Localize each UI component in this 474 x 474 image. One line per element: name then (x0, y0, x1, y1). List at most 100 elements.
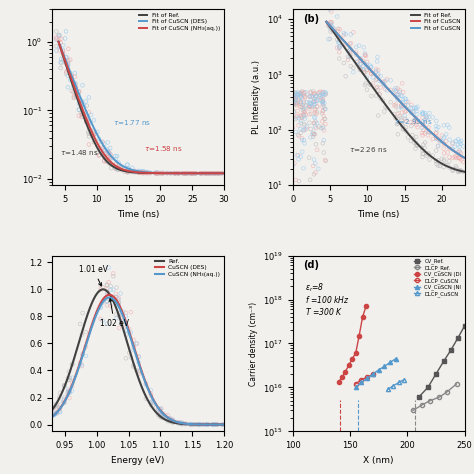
Point (302, 102, 310, 109)
Point (80, 109, 88, 117)
Point (300, 105, 307, 112)
Line: Fit of Ref.: Fit of Ref. (326, 22, 465, 172)
Point (294, 99, 301, 107)
Point (205, 169, 212, 177)
Fit of CuSCN (368, 68, 374, 74)
Point (398, 101, 405, 109)
Point (82, 117, 90, 124)
Point (313, 97, 321, 105)
Point (63, 68, 70, 75)
Point (419, 141, 427, 148)
Point (72, 84, 79, 91)
Point (354, 58, 361, 66)
Point (394, 85, 402, 92)
Point (171, 169, 179, 177)
Point (59, 50, 67, 58)
Point (123, 331, 130, 338)
CV_CuSCN (DI (360, 314, 365, 320)
Point (366, 67, 374, 74)
Ref. (221, 422, 227, 428)
Point (392, 102, 400, 110)
Point (312, 125, 320, 132)
Point (379, 97, 387, 104)
CV_CuSCN (DI (339, 374, 345, 380)
Point (179, 169, 187, 177)
Point (153, 169, 160, 177)
Point (297, 97, 304, 105)
Point (93, 128, 101, 136)
Point (414, 103, 421, 110)
Point (186, 420, 194, 428)
Point (401, 108, 409, 116)
Point (61, 399, 68, 407)
Point (320, 127, 328, 134)
Point (413, 110, 421, 118)
Ref. (143, 392, 148, 398)
Fit of CuSCN (DES) (75, 90, 81, 95)
DLCP_Ref. (410, 408, 416, 413)
Point (218, 169, 226, 177)
Point (205, 169, 212, 177)
Point (396, 89, 403, 96)
Point (419, 132, 427, 139)
Text: (b): (b) (303, 14, 319, 24)
Point (429, 152, 437, 159)
Point (382, 77, 389, 85)
Fit of CuSCN (378, 79, 384, 84)
CuSCN (NH₃(aq.)) (218, 422, 223, 428)
DLCP_CuSCN (391, 383, 396, 388)
Point (440, 164, 447, 171)
DLCP_CuSCN (365, 374, 370, 380)
Point (97, 147, 105, 155)
Point (155, 169, 162, 177)
Point (189, 169, 197, 177)
CuSCN (NH₃(aq.)) (132, 349, 138, 355)
Point (311, 105, 319, 113)
Point (75, 112, 82, 119)
Point (301, 93, 309, 100)
Point (435, 123, 442, 131)
Point (334, 25, 342, 33)
Point (432, 129, 440, 137)
Point (376, 90, 383, 98)
Point (352, 49, 360, 56)
Point (296, 89, 304, 97)
Point (215, 169, 223, 177)
Fit of Ref. (121, 168, 127, 174)
Text: $\tau$=1.77 ns: $\tau$=1.77 ns (113, 118, 151, 128)
Point (135, 169, 143, 176)
CuSCN (DES) (49, 414, 55, 419)
Point (361, 60, 369, 67)
Point (103, 282, 111, 289)
Point (397, 102, 405, 109)
Point (300, 91, 307, 98)
Point (374, 58, 381, 65)
CuSCN (DES) (132, 348, 138, 354)
CuSCN (NH₃(aq.)) (221, 422, 227, 428)
Point (64, 59, 72, 66)
Fit of Ref. (410, 137, 416, 142)
Line: Ref.: Ref. (52, 289, 224, 425)
Point (82, 118, 90, 125)
Point (119, 319, 127, 326)
CV_CuSCN (DI (343, 369, 348, 374)
Point (154, 169, 162, 177)
Point (188, 169, 195, 177)
Point (320, 91, 328, 98)
Point (103, 281, 111, 289)
Point (172, 169, 179, 177)
Point (457, 167, 465, 174)
Point (315, 92, 323, 100)
Point (124, 161, 131, 169)
Point (83, 118, 91, 126)
Point (456, 167, 463, 175)
Point (310, 119, 318, 127)
Point (402, 117, 410, 125)
Point (399, 102, 407, 110)
Point (291, 160, 298, 167)
Point (426, 109, 433, 117)
Point (306, 176, 314, 183)
Point (214, 169, 222, 177)
DLCP_Ref. (437, 394, 442, 400)
Point (334, 27, 342, 35)
